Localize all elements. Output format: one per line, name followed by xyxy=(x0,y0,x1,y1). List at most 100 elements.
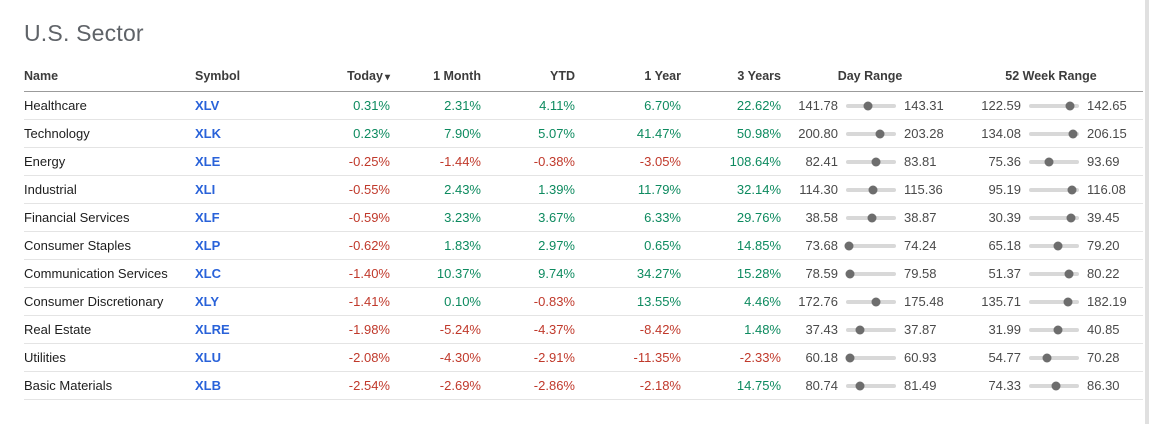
day-range-high: 37.87 xyxy=(903,322,937,337)
sector-symbol-link[interactable]: XLRE xyxy=(195,322,230,337)
column-header-symbol[interactable]: Symbol xyxy=(195,68,241,83)
column-header-3-years[interactable]: 3 Years xyxy=(737,68,781,83)
ytd-change: -0.83% xyxy=(533,294,575,309)
three-years-change: -2.33% xyxy=(739,350,781,365)
three-years-change: 50.98% xyxy=(736,126,781,141)
day-range-dot-icon xyxy=(871,297,881,306)
day-range: 60.18 60.93 xyxy=(781,350,959,365)
day-range: 172.76 175.48 xyxy=(781,294,959,309)
52-week-range: 134.08 206.15 xyxy=(959,126,1143,141)
day-range-track xyxy=(845,185,896,194)
day-range-high: 79.58 xyxy=(903,266,937,281)
sector-symbol-cell: XLB xyxy=(195,378,275,393)
sector-symbol-cell: XLI xyxy=(195,182,275,197)
one-month-change: 2.43% xyxy=(444,182,481,197)
sector-symbol-link[interactable]: XLB xyxy=(195,378,221,393)
day-range-track xyxy=(845,297,896,306)
sector-symbol-link[interactable]: XLP xyxy=(195,238,221,253)
sector-symbol-link[interactable]: XLK xyxy=(195,126,221,141)
52-week-range-high: 206.15 xyxy=(1087,126,1127,141)
52-week-range-track xyxy=(1029,157,1079,166)
52-week-range: 65.18 79.20 xyxy=(959,238,1143,253)
column-header-52-week-range[interactable]: 52 Week Range xyxy=(1005,68,1097,83)
sector-name: Healthcare xyxy=(24,98,87,113)
sector-symbol-link[interactable]: XLU xyxy=(195,350,221,365)
52-week-range-dot-icon xyxy=(1053,325,1063,334)
three-years-change: 22.62% xyxy=(736,98,781,113)
one-year-change: -2.18% xyxy=(639,378,681,393)
one-month-change: 3.23% xyxy=(444,210,481,225)
52-week-range-low: 135.71 xyxy=(981,294,1021,309)
day-range: 73.68 74.24 xyxy=(781,238,959,253)
sector-symbol-link[interactable]: XLF xyxy=(195,210,220,225)
today-change: 0.31% xyxy=(353,98,390,113)
column-header-1-year[interactable]: 1 Year xyxy=(644,68,681,83)
day-range-high: 74.24 xyxy=(903,238,937,253)
column-header-today[interactable]: Today ▾ xyxy=(275,69,390,85)
today-change: -2.08% xyxy=(348,350,390,365)
52-week-range-low: 51.37 xyxy=(988,266,1021,281)
ytd-change: -0.38% xyxy=(533,154,575,169)
table-row: Consumer Discretionary XLY -1.41% 0.10% … xyxy=(24,288,1143,316)
52-week-range-high: 116.08 xyxy=(1087,182,1126,197)
52-week-range: 74.33 86.30 xyxy=(959,378,1143,393)
day-range: 82.41 83.81 xyxy=(781,154,959,169)
three-years-change: 14.85% xyxy=(736,238,781,253)
one-month-change: 1.83% xyxy=(444,238,481,253)
column-header-ytd[interactable]: YTD xyxy=(550,68,575,83)
52-week-range-dot-icon xyxy=(1053,241,1063,250)
one-month-change: 7.90% xyxy=(444,126,481,141)
one-month-change: -5.24% xyxy=(439,322,481,337)
day-range-track xyxy=(845,101,896,110)
day-range-low: 78.59 xyxy=(805,266,838,281)
sector-symbol-link[interactable]: XLV xyxy=(195,98,220,113)
day-range-low: 200.80 xyxy=(798,126,838,141)
one-month-change: 0.10% xyxy=(444,294,481,309)
52-week-range-dot-icon xyxy=(1067,185,1076,194)
52-week-range-low: 31.99 xyxy=(988,322,1021,337)
52-week-range-dot-icon xyxy=(1066,213,1075,222)
today-change: -1.40% xyxy=(348,266,390,281)
column-header-1-month[interactable]: 1 Month xyxy=(433,68,481,83)
sort-caret-down-icon: ▾ xyxy=(384,71,390,83)
three-years-change: 108.64% xyxy=(729,154,781,169)
52-week-range-track xyxy=(1029,325,1079,334)
52-week-range-track xyxy=(1029,129,1079,138)
sector-symbol-cell: XLY xyxy=(195,294,275,309)
today-change: -0.59% xyxy=(348,210,390,225)
sector-table: Name Symbol Today ▾ 1 Month YTD 1 Year 3 … xyxy=(24,62,1143,400)
sector-symbol-link[interactable]: XLI xyxy=(195,182,216,197)
52-week-range-low: 75.36 xyxy=(988,154,1021,169)
day-range-track xyxy=(845,325,896,334)
52-week-range-high: 79.20 xyxy=(1087,238,1120,253)
sector-name: Industrial xyxy=(24,182,77,197)
ytd-change: 4.11% xyxy=(539,98,575,113)
one-year-change: 13.55% xyxy=(636,294,681,309)
one-year-change: 6.70% xyxy=(644,98,681,113)
52-week-range-low: 65.18 xyxy=(988,238,1021,253)
day-range-track xyxy=(845,381,896,390)
day-range-track xyxy=(844,241,896,250)
one-year-change: 34.27% xyxy=(636,266,681,281)
52-week-range-dot-icon xyxy=(1063,297,1073,306)
day-range-low: 80.74 xyxy=(805,378,838,393)
day-range-low: 114.30 xyxy=(799,182,838,197)
sector-symbol-link[interactable]: XLC xyxy=(195,266,221,281)
52-week-range-high: 39.45 xyxy=(1087,210,1120,225)
table-header-row: Name Symbol Today ▾ 1 Month YTD 1 Year 3 … xyxy=(24,62,1143,92)
sector-symbol-cell: XLK xyxy=(195,126,275,141)
one-month-change: -2.69% xyxy=(439,378,481,393)
column-header-name[interactable]: Name xyxy=(24,68,59,83)
day-range-high: 115.36 xyxy=(903,182,943,197)
page-title: U.S. Sector xyxy=(24,20,144,46)
today-change: -0.62% xyxy=(348,238,390,253)
day-range-high: 203.28 xyxy=(903,126,944,141)
day-range-low: 38.58 xyxy=(805,210,838,225)
52-week-range: 31.99 40.85 xyxy=(959,322,1143,337)
sector-symbol-cell: XLP xyxy=(195,238,275,253)
table-body: Healthcare XLV 0.31% 2.31% 4.11% 6.70% 2… xyxy=(24,92,1143,400)
sector-symbol-link[interactable]: XLY xyxy=(195,294,220,309)
column-header-day-range[interactable]: Day Range xyxy=(837,68,903,83)
52-week-range: 135.71 182.19 xyxy=(959,294,1143,309)
sector-symbol-link[interactable]: XLE xyxy=(195,154,221,169)
